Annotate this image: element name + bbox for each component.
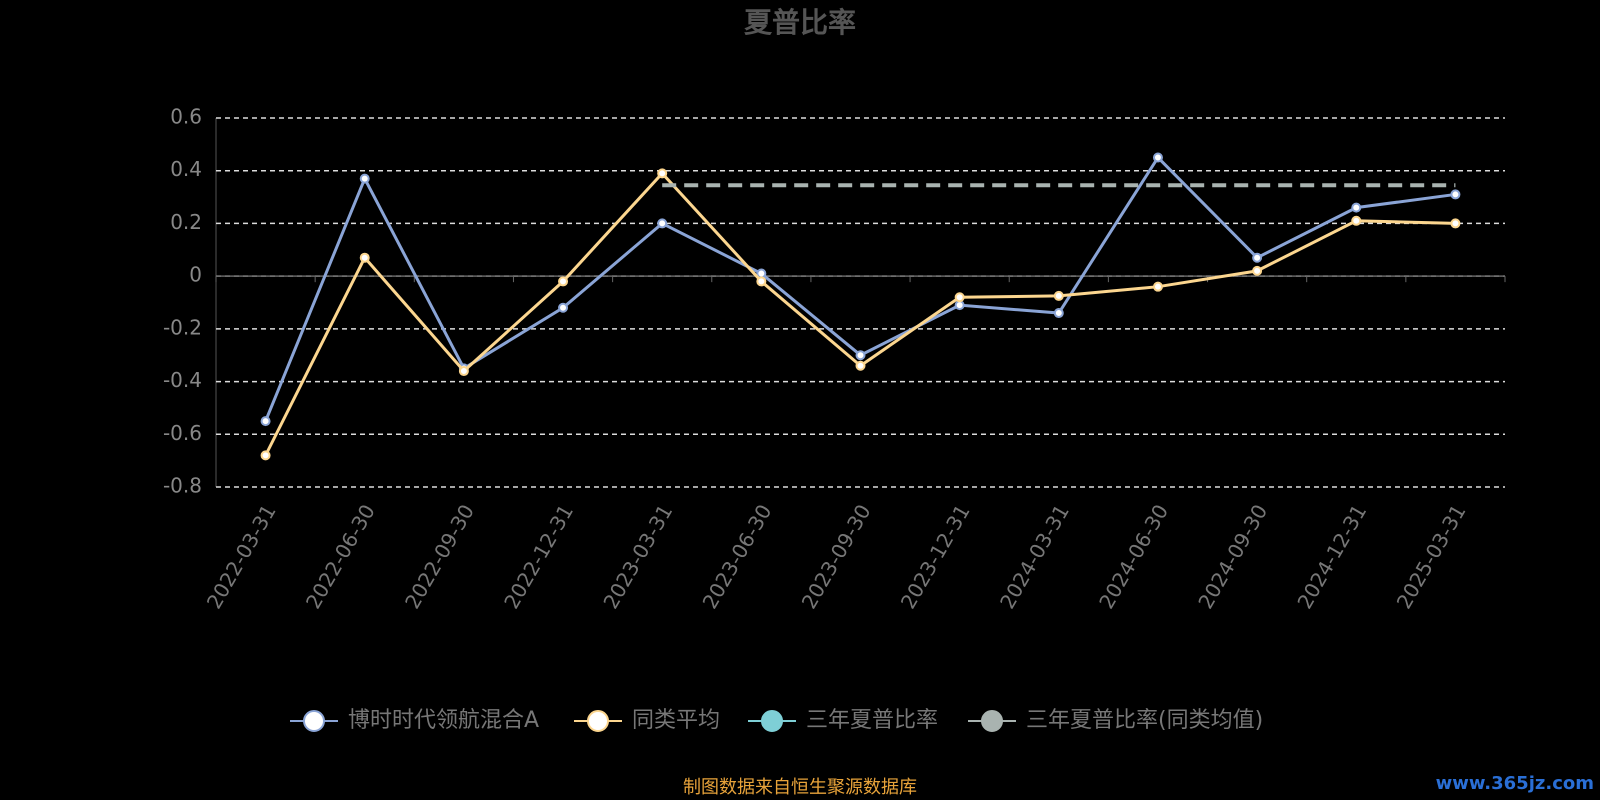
x-tick-label: 2024-03-31 bbox=[995, 500, 1074, 613]
legend-item[interactable]: 三年夏普比率 bbox=[748, 708, 938, 733]
x-tick-label: 2023-03-31 bbox=[598, 500, 677, 613]
legend-icon bbox=[761, 710, 783, 732]
watermark: www.365jz.com bbox=[1436, 773, 1594, 794]
x-tick-label: 2024-06-30 bbox=[1094, 500, 1173, 613]
y-tick-label: 0.6 bbox=[170, 105, 202, 129]
data-point bbox=[260, 416, 271, 427]
source-note: 制图数据来自恒生聚源数据库 bbox=[683, 777, 917, 798]
x-tick-label: 2022-06-30 bbox=[301, 500, 380, 613]
y-tick-label: 0.4 bbox=[170, 157, 202, 181]
data-point bbox=[1351, 202, 1362, 213]
data-point bbox=[1053, 308, 1064, 319]
series-line bbox=[264, 171, 1456, 457]
data-point bbox=[657, 218, 668, 229]
data-point bbox=[1152, 281, 1163, 292]
data-point bbox=[260, 450, 271, 461]
data-point bbox=[359, 252, 370, 263]
y-tick-label: -0.6 bbox=[163, 421, 202, 445]
legend-icon bbox=[587, 710, 609, 732]
data-point bbox=[359, 173, 370, 184]
y-tick-label: -0.8 bbox=[163, 474, 202, 498]
legend-label: 三年夏普比率(同类均值) bbox=[1026, 708, 1263, 733]
legend-item[interactable]: 三年夏普比率(同类均值) bbox=[968, 708, 1263, 733]
data-point bbox=[1053, 290, 1064, 301]
data-point bbox=[756, 276, 767, 287]
y-tick-label: -0.4 bbox=[163, 368, 202, 392]
legend-item[interactable]: 同类平均 bbox=[574, 708, 720, 733]
legend-label: 博时时代领航混合A bbox=[348, 708, 539, 733]
x-tick-label: 2024-12-31 bbox=[1292, 500, 1371, 613]
legend-item[interactable]: 博时时代领航混合A bbox=[290, 708, 539, 733]
data-point bbox=[1152, 152, 1163, 163]
x-tick-label: 2023-12-31 bbox=[896, 500, 975, 613]
legend-label: 同类平均 bbox=[632, 708, 720, 733]
y-tick-label: -0.2 bbox=[163, 315, 202, 339]
y-tick-label: 0 bbox=[189, 263, 202, 287]
x-tick-label: 2024-09-30 bbox=[1193, 500, 1272, 613]
data-point bbox=[558, 276, 569, 287]
data-point bbox=[855, 360, 866, 371]
data-point bbox=[558, 302, 569, 313]
y-tick-label: 0.2 bbox=[170, 210, 202, 234]
x-tick-label: 2023-06-30 bbox=[698, 500, 777, 613]
data-point bbox=[855, 350, 866, 361]
data-point bbox=[657, 168, 668, 179]
data-point bbox=[954, 292, 965, 303]
data-point bbox=[458, 366, 469, 377]
x-tick-label: 2023-09-30 bbox=[797, 500, 876, 613]
data-point bbox=[1450, 218, 1461, 229]
legend-label: 三年夏普比率 bbox=[806, 708, 938, 733]
data-point bbox=[1252, 265, 1263, 276]
data-point bbox=[1450, 189, 1461, 200]
x-tick-label: 2022-09-30 bbox=[400, 500, 479, 613]
legend-icon bbox=[303, 710, 325, 732]
legend-icon bbox=[981, 710, 1003, 732]
data-point bbox=[954, 300, 965, 311]
chart-title: 夏普比率 bbox=[744, 6, 856, 39]
data-point bbox=[1351, 215, 1362, 226]
x-tick-label: 2025-03-31 bbox=[1392, 500, 1471, 613]
x-tick-label: 2022-03-31 bbox=[202, 500, 281, 613]
data-point bbox=[1252, 252, 1263, 263]
x-tick-label: 2022-12-31 bbox=[499, 500, 578, 613]
